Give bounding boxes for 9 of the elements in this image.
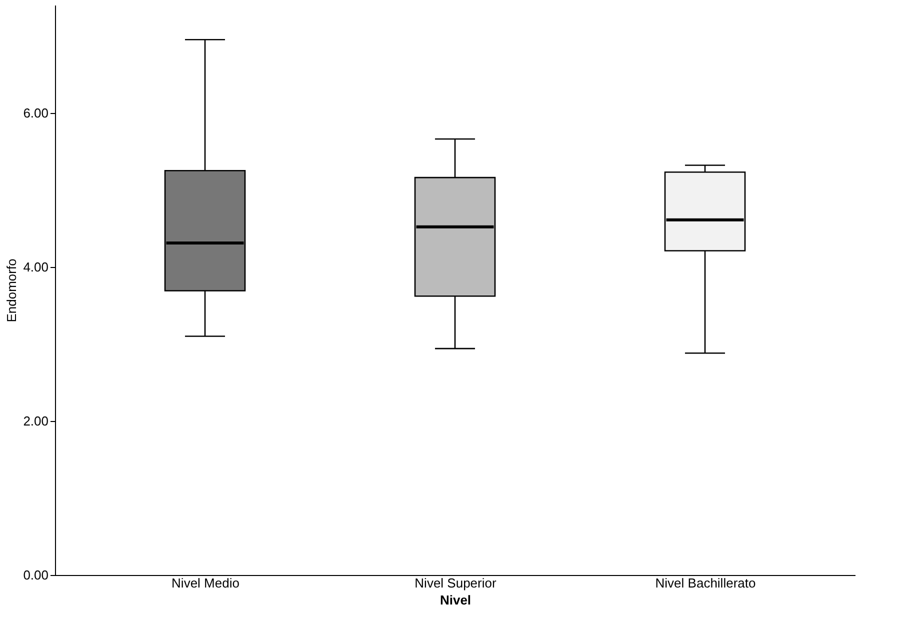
x-tick-label: Nivel Medio <box>172 576 240 590</box>
x-tick-label: Nivel Superior <box>414 576 497 590</box>
y-tick-label: 6.00 <box>23 105 48 120</box>
y-tick-label: 4.00 <box>23 259 48 274</box>
x-tick-label: Nivel Bachillerato <box>655 576 756 590</box>
y-tick-label: 2.00 <box>23 413 48 428</box>
y-tick-label: 0.00 <box>23 568 48 582</box>
x-axis-title: Nivel <box>440 592 472 608</box>
y-axis-title: Endomorfo <box>4 258 20 322</box>
